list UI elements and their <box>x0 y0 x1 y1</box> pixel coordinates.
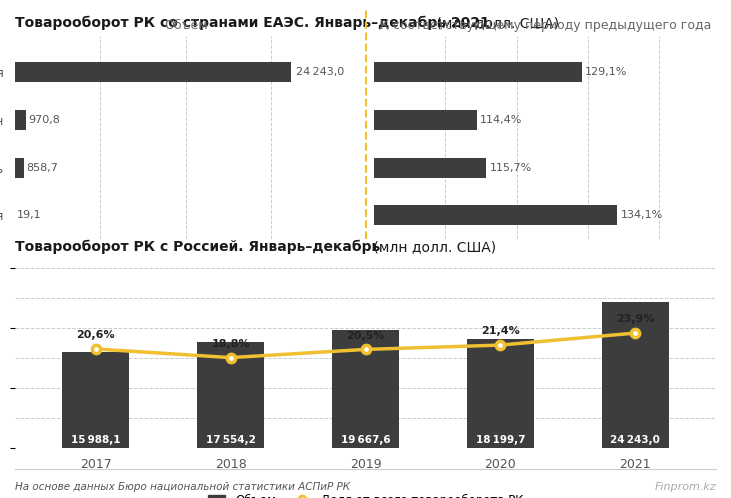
Bar <box>466 339 534 448</box>
Bar <box>15 157 24 178</box>
Text: На основе данных Бюро национальной статистики АСПиР РК: На основе данных Бюро национальной стати… <box>15 482 349 492</box>
Title: К соответствующему периоду предыдущего года: К соответствующему периоду предыдущего г… <box>379 19 711 32</box>
Text: 970,8: 970,8 <box>28 115 60 125</box>
Text: 18,8%: 18,8% <box>211 339 250 349</box>
Text: 19,1: 19,1 <box>17 210 42 220</box>
Text: 129,1%: 129,1% <box>585 67 627 77</box>
Text: 858,7: 858,7 <box>27 163 58 173</box>
Text: 114,4%: 114,4% <box>480 115 523 125</box>
Text: Finprom.kz: Finprom.kz <box>655 482 716 492</box>
Text: 23,9%: 23,9% <box>616 314 655 324</box>
Title: Объём: Объём <box>164 19 208 32</box>
Bar <box>332 330 399 448</box>
Text: (млн долл. США): (млн долл. США) <box>369 241 496 254</box>
Text: 20,6%: 20,6% <box>76 330 115 340</box>
Text: 134,1%: 134,1% <box>621 210 663 220</box>
Text: 24 243,0: 24 243,0 <box>610 435 660 445</box>
Text: 18 199,7: 18 199,7 <box>476 435 525 445</box>
Bar <box>0 205 617 226</box>
Text: 17 554,2: 17 554,2 <box>205 435 255 445</box>
Text: (млн долл. США): (млн долл. США) <box>432 16 559 30</box>
Text: 19 667,6: 19 667,6 <box>341 435 390 445</box>
Text: 24 243,0: 24 243,0 <box>296 67 344 77</box>
Bar <box>15 62 291 82</box>
Text: Товарооборот РК с Россией. Январь–декабрь: Товарооборот РК с Россией. Январь–декабр… <box>15 240 380 254</box>
Bar <box>62 352 129 448</box>
Bar <box>197 343 265 448</box>
Text: Товарооборот РК со странами ЕАЭС. Январь–декабрь 2021: Товарооборот РК со странами ЕАЭС. Январь… <box>15 16 489 30</box>
Bar <box>602 302 669 448</box>
Text: 20,5%: 20,5% <box>346 331 385 341</box>
Text: 115,7%: 115,7% <box>490 163 532 173</box>
Bar <box>0 110 477 130</box>
Bar <box>15 110 26 130</box>
Text: 21,4%: 21,4% <box>481 326 520 337</box>
Bar <box>0 62 582 82</box>
Bar <box>0 157 486 178</box>
Text: 15 988,1: 15 988,1 <box>71 435 121 445</box>
Legend: Объем, Доля от всего товарооборота РК: Объем, Доля от всего товарооборота РК <box>203 489 528 498</box>
